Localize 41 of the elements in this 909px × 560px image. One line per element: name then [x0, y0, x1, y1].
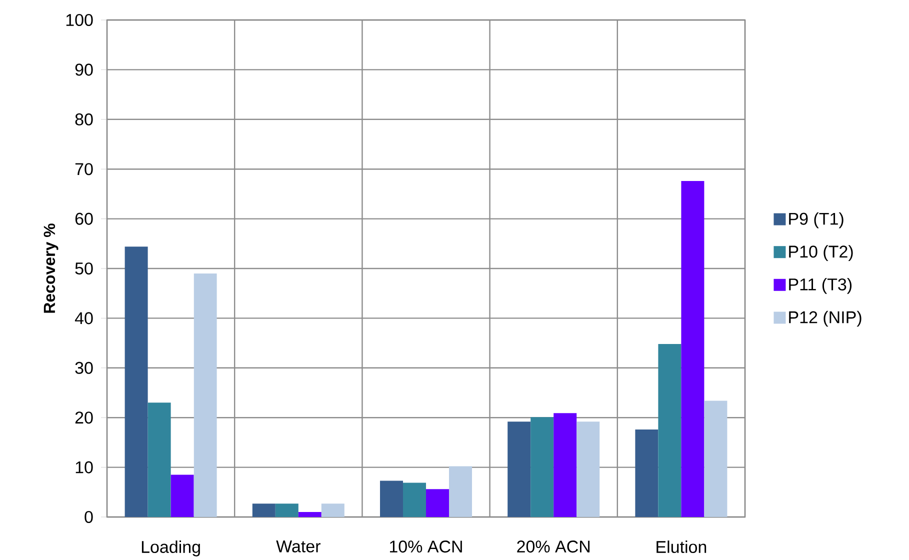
bar [124, 246, 148, 518]
x-tick-label: Loading [142, 540, 200, 557]
x-tick-label: Water [276, 540, 320, 553]
legend-label: P11 (T3) [789, 278, 852, 294]
bar [380, 480, 404, 518]
y-tick-label: 20 [75, 412, 93, 424]
y-tick-label: 70 [75, 163, 93, 176]
bar [275, 504, 298, 518]
y-tick-label: 40 [74, 312, 93, 324]
bar [321, 504, 344, 518]
y-tick-label: 100 [66, 14, 93, 26]
legend-label: P9 (T1) [789, 212, 844, 228]
x-tick-label: Elution [656, 540, 706, 554]
legend-label: P12 (NIP) [789, 310, 862, 327]
bar [658, 344, 682, 518]
bar [530, 417, 554, 518]
bar [681, 181, 704, 518]
bar [194, 274, 217, 518]
bar [576, 422, 600, 518]
bar [554, 413, 577, 518]
y-tick-label: 10 [76, 461, 93, 474]
x-tick-label: 10% ACN [390, 540, 462, 553]
y-tick-label: 80 [75, 114, 93, 126]
bar [252, 504, 276, 518]
y-tick-label: 60 [75, 212, 93, 225]
bar [704, 400, 728, 518]
y-axis-title: Recovery % [44, 224, 58, 313]
y-tick-label: 0 [84, 511, 93, 524]
bar [298, 512, 322, 518]
y-tick-label: 30 [75, 362, 93, 374]
bar [635, 430, 658, 518]
bar [148, 402, 171, 518]
bar [403, 482, 426, 518]
bar [449, 466, 472, 518]
bar [508, 422, 531, 518]
bar [170, 474, 194, 518]
y-tick-label: 90 [75, 64, 93, 76]
bar [426, 489, 450, 518]
y-tick-label: 50 [75, 262, 93, 275]
x-tick-label: 20% ACN [517, 540, 590, 553]
legend-label: P10 (T2) [789, 245, 853, 262]
